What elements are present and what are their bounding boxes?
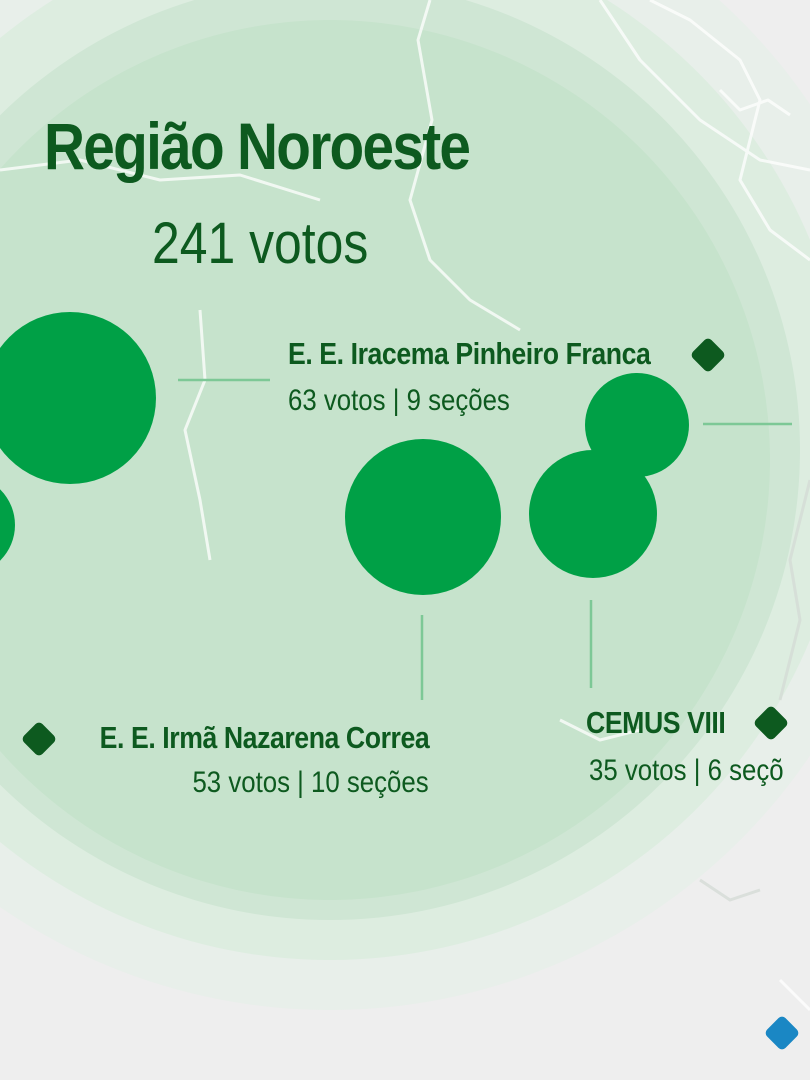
school-name-label: CEMUS VIII: [586, 705, 726, 740]
leader-lines: [178, 378, 792, 700]
school-bubble: [585, 373, 689, 477]
diamond-icon: [754, 706, 788, 740]
road-network: [0, 0, 810, 1012]
road-network-faint: [699, 479, 810, 902]
school-bubble: [345, 439, 501, 595]
region-vote-total: 241 votos: [152, 211, 369, 276]
school-bubble: [529, 450, 657, 578]
school-name-label: E. E. Iracema Pinheiro Franca: [288, 336, 651, 371]
school-stats-label: 53 votos | 10 seções: [192, 766, 429, 799]
diamond-icon: [22, 722, 56, 756]
diamond-icon: [765, 1016, 799, 1050]
school-bubble: [0, 312, 156, 484]
school-name-label: E. E. Irmã Nazarena Correa: [99, 720, 429, 755]
region-title: Região Noroeste: [44, 109, 471, 183]
school-stats-label: 35 votos | 6 seçõ: [589, 754, 784, 787]
school-stats-label: 63 votos | 9 seções: [288, 384, 510, 417]
school-bubble: [0, 489, 15, 561]
diamond-icon: [691, 338, 725, 372]
